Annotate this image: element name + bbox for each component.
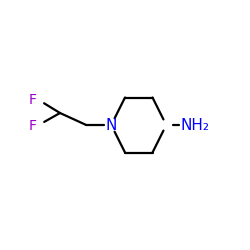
Text: F: F xyxy=(28,119,36,133)
Text: N: N xyxy=(106,118,117,132)
Text: NH₂: NH₂ xyxy=(180,118,209,132)
Text: F: F xyxy=(28,93,36,107)
